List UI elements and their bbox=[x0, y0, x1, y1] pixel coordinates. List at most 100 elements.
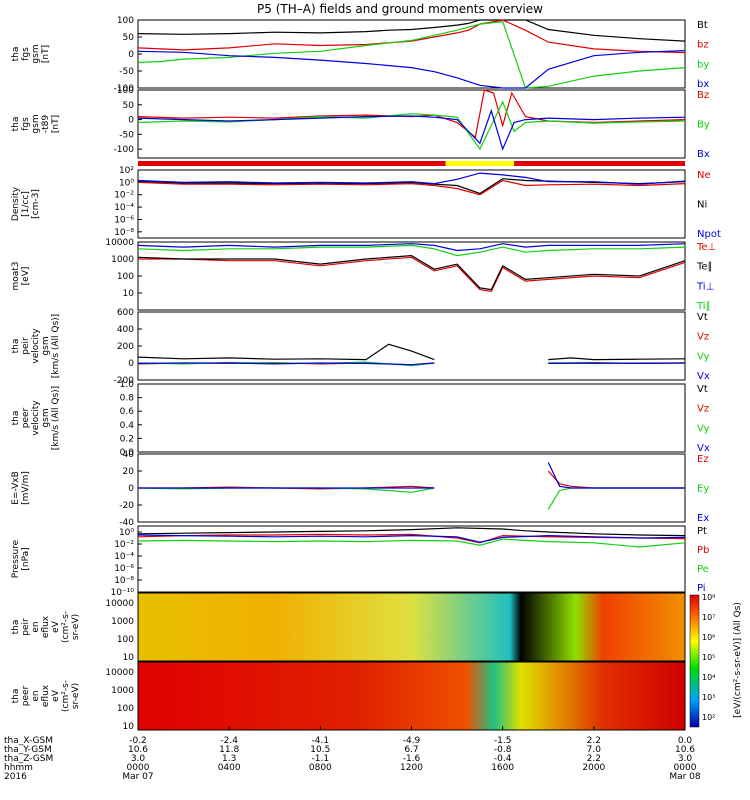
ylabel-line: tha bbox=[11, 411, 21, 426]
ylabel-line: [cm-3] bbox=[31, 189, 41, 219]
panel-frame bbox=[137, 169, 686, 239]
footer-value: 2.2 bbox=[587, 736, 601, 746]
footer-value: 6.7 bbox=[404, 745, 418, 755]
footer-value: 2.2 bbox=[587, 754, 601, 764]
ytick-label: 20 bbox=[123, 467, 135, 477]
ytick-label: 10 bbox=[123, 722, 135, 732]
footer-value: 1200 bbox=[400, 763, 423, 773]
footer-value: 3.0 bbox=[131, 754, 146, 764]
panel-ylabel: tha peer en eflux eV (cm²-s-sr-eV) bbox=[11, 680, 81, 712]
panel-ylabel: tha peer velocity gsm [km/s (All Qs)] bbox=[11, 386, 61, 450]
ytick-label: 10⁻² bbox=[114, 540, 134, 550]
ylabel-line: tha bbox=[11, 47, 21, 62]
ylabel-line: eV bbox=[51, 620, 61, 633]
panel-peer-velocity: tha peer velocity gsm [km/s (All Qs)] 1.0 0.8 0… bbox=[11, 380, 710, 458]
ytick-label: 10⁻⁸ bbox=[114, 576, 134, 586]
legend-entry: Vx bbox=[697, 443, 710, 454]
footer-value: -2.4 bbox=[220, 736, 238, 746]
ytick-label: -50 bbox=[119, 130, 134, 140]
panel-fgs-gse: tha fgs gsm -t89 [nT] 100 50 0 -50 -100 Bz By Bx bbox=[11, 86, 710, 160]
legend-entry: Pe bbox=[697, 564, 709, 575]
series-Ex bbox=[138, 462, 685, 489]
ylabel-line: velocity bbox=[31, 328, 41, 364]
series-Pi bbox=[137, 534, 686, 543]
ytick-label: 100 bbox=[117, 86, 134, 96]
ytick-label: 0 bbox=[128, 359, 134, 369]
footer-value: 7.0 bbox=[587, 745, 602, 755]
panel-frame bbox=[137, 592, 686, 662]
footer-value: 0400 bbox=[218, 763, 241, 773]
panel-fgs: tha fgs gsm [nT] 100 50 0 -50 -100 Bt bz by bx bbox=[11, 16, 709, 94]
ytick-label: 100 bbox=[117, 704, 134, 714]
ytick-label: -20 bbox=[119, 501, 134, 511]
ylabel-line: gsm bbox=[41, 408, 51, 427]
ytick-label: 10000 bbox=[105, 668, 134, 678]
legend: Vt Vz Vy Vx bbox=[697, 384, 710, 454]
footer-value: -1.6 bbox=[403, 754, 421, 764]
figure-title: P5 (TH–A) fields and ground moments over… bbox=[257, 2, 543, 16]
series-Vt bbox=[137, 343, 686, 361]
ytick-label: 10000 bbox=[105, 238, 134, 248]
ylabel-line: tha bbox=[11, 689, 21, 704]
ytick-label: -100 bbox=[114, 145, 135, 155]
legend-entry: Vy bbox=[697, 423, 710, 434]
legend-entry: Pi bbox=[697, 583, 706, 594]
footer-value: 0000 bbox=[674, 763, 697, 773]
legend-entry: Bt bbox=[697, 20, 708, 31]
panel-ylabel: tha peir en eflux eV (cm²-s-sr-eV) bbox=[11, 611, 81, 643]
ylabel-line: velocity bbox=[31, 400, 41, 436]
legend-entry: Vx bbox=[697, 371, 710, 382]
ytick-label: 10⁻⁶ bbox=[114, 564, 134, 574]
ytick-label: 100 bbox=[117, 635, 134, 645]
series-Te∥ bbox=[137, 254, 686, 291]
colorbar-label: 10⁷ bbox=[702, 613, 715, 622]
panel-ylabel: E=-VxB [mV/m] bbox=[11, 471, 31, 505]
ytick-label: 0 bbox=[128, 484, 134, 494]
legend-entry: Ey bbox=[697, 483, 709, 494]
ytick-label: -200 bbox=[114, 376, 135, 386]
legend-entry: Ex bbox=[697, 513, 709, 524]
legend-entry: Pt bbox=[697, 526, 707, 537]
ylabel-line: Pressure bbox=[11, 539, 21, 578]
ytick-label: 100 bbox=[117, 272, 134, 282]
spectrogram-image bbox=[138, 593, 685, 661]
series-bx bbox=[137, 50, 686, 89]
ylabel-line: tha bbox=[11, 117, 21, 132]
footer-value: 0000 bbox=[127, 763, 150, 773]
ylabel-line: peir bbox=[21, 618, 31, 636]
ylabel-line: tha bbox=[11, 620, 21, 635]
ylabel-line: peer bbox=[21, 685, 31, 706]
ylabel-line: gsm bbox=[41, 336, 51, 355]
ytick-label: 0 bbox=[128, 50, 134, 60]
ylabel-line: en bbox=[31, 690, 41, 701]
colorbar-label: 10³ bbox=[702, 693, 715, 702]
legend-entry: Vz bbox=[697, 332, 709, 343]
ytick-label: 10⁻⁴ bbox=[114, 552, 134, 562]
footer-value: 10.6 bbox=[675, 745, 695, 755]
ylabel-line: [km/s (All Qs)] bbox=[51, 386, 61, 450]
ytick-label: 10⁻⁶ bbox=[114, 215, 134, 225]
ytick-label: -40 bbox=[119, 518, 134, 528]
legend-entry: Ez bbox=[697, 454, 709, 465]
legend-entry: Ti⊥ bbox=[696, 281, 714, 292]
legend: Bz By Bx bbox=[697, 90, 710, 160]
legend: Pt Pb Pe Pi bbox=[697, 526, 709, 594]
panel-frame bbox=[137, 311, 686, 381]
colorbar-title: [eV/(cm²-s-sr-eV)] (All Qs) bbox=[733, 602, 743, 718]
ytick-label: 10⁻¹⁰ bbox=[111, 588, 135, 598]
ylabel-line: [nT] bbox=[41, 45, 51, 63]
panel-ylabel: tha peir velocity gsm [km/s (All Qs)] bbox=[11, 314, 61, 378]
series-Ti∥ bbox=[137, 244, 686, 257]
legend-entry: Vt bbox=[697, 384, 708, 395]
legend: Ez Ey Ex bbox=[697, 454, 709, 524]
panel-peer-spectrogram: tha peer en eflux eV (cm²-s-sr-eV) 10000 1000 10… bbox=[11, 661, 686, 732]
ylabel-line: gsm bbox=[31, 114, 41, 133]
ytick-label: 1000 bbox=[111, 686, 134, 696]
ytick-label: 0 bbox=[128, 116, 134, 126]
legend-entry: Ti∥ bbox=[696, 301, 711, 312]
ytick-label: 200 bbox=[117, 342, 134, 352]
panel-frame bbox=[137, 19, 686, 89]
ytick-label: 10000 bbox=[105, 599, 134, 609]
